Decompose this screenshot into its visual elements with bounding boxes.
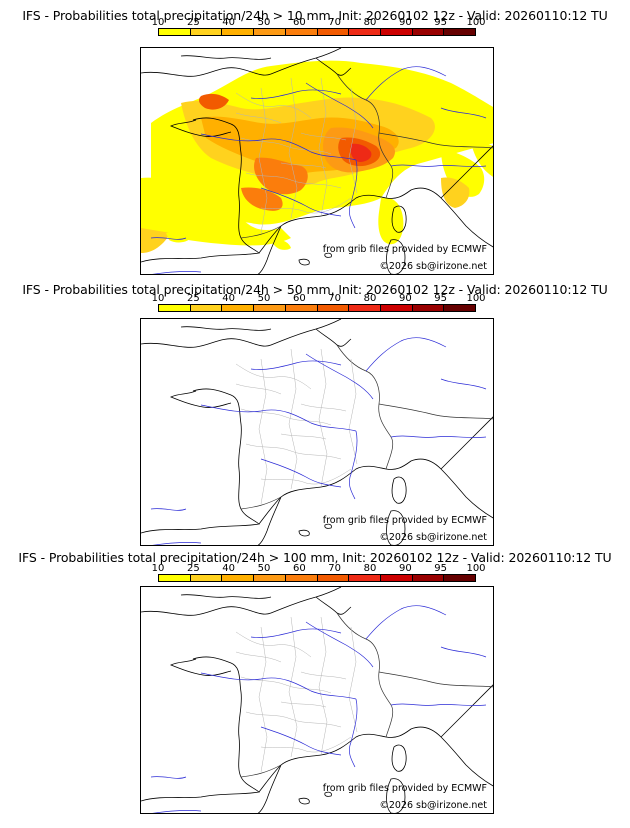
colorbar xyxy=(158,574,476,582)
colorbar-segment xyxy=(254,575,286,581)
colorbar-segment xyxy=(380,575,413,581)
colorbar-tick-label: 70 xyxy=(328,293,342,304)
panel-title: IFS - Probabilities total precipitation/… xyxy=(22,8,608,23)
colorbar-tick-label: 50 xyxy=(257,293,271,304)
colorbar-segment xyxy=(317,29,350,35)
colorbar xyxy=(158,28,476,36)
colorbar-segment xyxy=(222,29,255,35)
colorbar-tick-label: 100 xyxy=(466,17,486,28)
colorbar-tick-label: 80 xyxy=(363,293,377,304)
colorbar-tick-label: 60 xyxy=(292,563,306,574)
colorbar-tick-label: 70 xyxy=(328,563,342,574)
map-svg xyxy=(141,48,493,274)
colorbar-ticks: 10 25 40 50 60 70 80 90 95 100 xyxy=(152,293,486,305)
colorbar-tick-label: 95 xyxy=(434,563,448,574)
probability-fill xyxy=(141,60,493,253)
map-svg xyxy=(141,587,493,813)
colorbar-segment xyxy=(380,305,413,311)
colorbar-segment xyxy=(412,305,445,311)
colorbar-tick-label: 60 xyxy=(292,17,306,28)
colorbar-segment xyxy=(317,305,350,311)
colorbar-segment xyxy=(285,575,318,581)
probability-map: from grib files provided by ECMWF ©2026 … xyxy=(140,47,494,275)
colorbar-tick-label: 70 xyxy=(328,17,342,28)
colorbar-tick-label: 25 xyxy=(186,17,200,28)
colorbar-tick-label: 40 xyxy=(222,17,236,28)
colorbar-tick-label: 100 xyxy=(466,563,486,574)
colorbar-ticks: 10 25 40 50 60 70 80 90 95 100 xyxy=(152,17,486,29)
colorbar-tick-label: 95 xyxy=(434,17,448,28)
copyright-credit: ©2026 sb@irizone.net xyxy=(379,800,487,811)
colorbar-tick-label: 40 xyxy=(222,563,236,574)
colorbar-tick-label: 10 xyxy=(151,293,165,304)
colorbar-tick-label: 25 xyxy=(186,563,200,574)
probability-map: from grib files provided by ECMWF ©2026 … xyxy=(140,586,494,814)
panel-100mm: IFS - Probabilities total precipitation/… xyxy=(0,546,630,822)
colorbar-tick-label: 80 xyxy=(363,17,377,28)
colorbar-tick-label: 80 xyxy=(363,563,377,574)
colorbar-tick-label: 50 xyxy=(257,563,271,574)
colorbar-segment xyxy=(254,29,286,35)
colorbar-tick-label: 100 xyxy=(466,293,486,304)
panel-title: IFS - Probabilities total precipitation/… xyxy=(18,550,612,565)
colorbar-segment xyxy=(444,305,476,311)
colorbar-tick-label: 25 xyxy=(186,293,200,304)
colorbar-segment xyxy=(190,29,223,35)
source-credit: from grib files provided by ECMWF xyxy=(322,515,487,526)
colorbar-segment xyxy=(159,575,191,581)
colorbar-tick-label: 60 xyxy=(292,293,306,304)
colorbar-tick-label: 40 xyxy=(222,293,236,304)
colorbar-segment xyxy=(444,575,476,581)
colorbar-segment xyxy=(349,305,381,311)
colorbar-tick-label: 95 xyxy=(434,293,448,304)
colorbar-tick-label: 90 xyxy=(398,293,412,304)
colorbar-tick-label: 90 xyxy=(398,563,412,574)
probability-map: from grib files provided by ECMWF ©2026 … xyxy=(140,318,494,546)
colorbar-segment xyxy=(159,305,191,311)
colorbar-segment xyxy=(349,575,381,581)
source-credit: from grib files provided by ECMWF xyxy=(322,783,487,794)
colorbar-segment xyxy=(412,29,445,35)
colorbar-segment xyxy=(380,29,413,35)
colorbar-segment xyxy=(444,29,476,35)
panel-title: IFS - Probabilities total precipitation/… xyxy=(22,282,608,297)
colorbar-tick-label: 90 xyxy=(398,17,412,28)
colorbar-segment xyxy=(222,305,255,311)
colorbar-segment xyxy=(222,575,255,581)
colorbar-segment xyxy=(190,305,223,311)
colorbar-segment xyxy=(159,29,191,35)
colorbar-tick-label: 10 xyxy=(151,563,165,574)
colorbar-tick-label: 50 xyxy=(257,17,271,28)
colorbar-segment xyxy=(317,575,350,581)
colorbar-ticks: 10 25 40 50 60 70 80 90 95 100 xyxy=(152,563,486,575)
colorbar-segment xyxy=(285,305,318,311)
copyright-credit: ©2026 sb@irizone.net xyxy=(379,532,487,543)
panel-50mm: IFS - Probabilities total precipitation/… xyxy=(0,276,630,552)
colorbar-segment xyxy=(190,575,223,581)
source-credit: from grib files provided by ECMWF xyxy=(322,244,487,255)
copyright-credit: ©2026 sb@irizone.net xyxy=(379,261,487,272)
colorbar-segment xyxy=(254,305,286,311)
panel-10mm: IFS - Probabilities total precipitation/… xyxy=(0,0,630,276)
colorbar xyxy=(158,304,476,312)
map-svg xyxy=(141,319,493,545)
colorbar-segment xyxy=(412,575,445,581)
colorbar-tick-label: 10 xyxy=(151,17,165,28)
colorbar-segment xyxy=(349,29,381,35)
colorbar-segment xyxy=(285,29,318,35)
